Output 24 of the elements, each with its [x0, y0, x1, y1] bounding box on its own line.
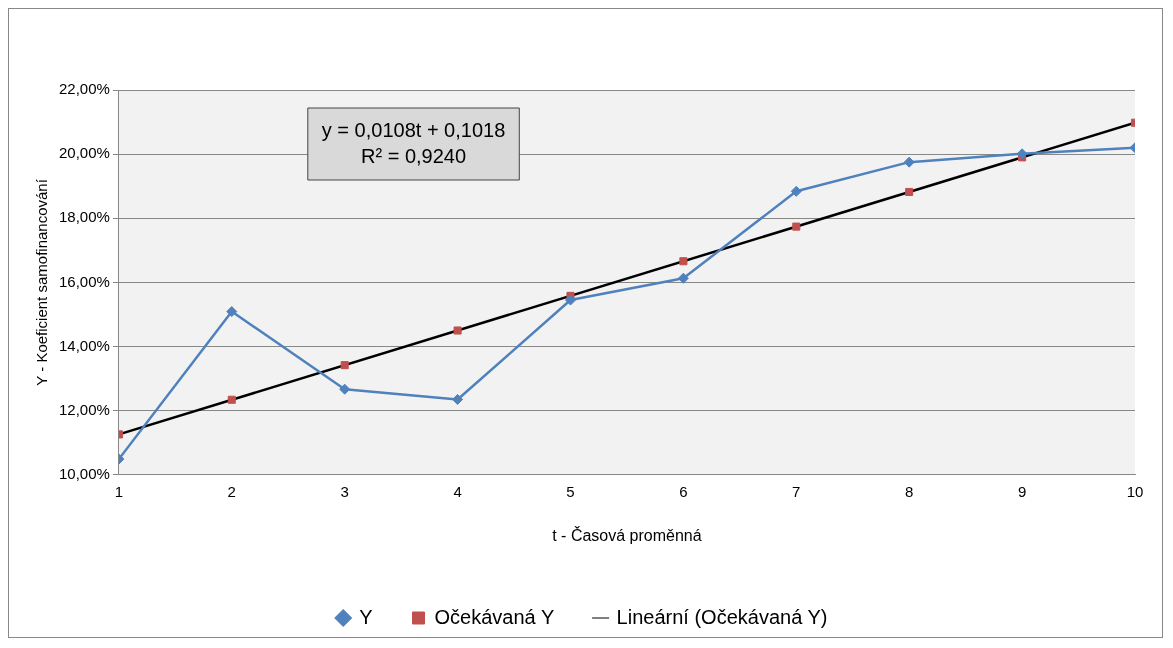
y-axis-title: Y - Koeficient samofinancování: [33, 178, 51, 386]
y-tick-label: 12,00%: [59, 400, 110, 418]
y-tick-label: 20,00%: [59, 144, 110, 162]
x-tick-label: 8: [905, 482, 914, 500]
x-tick-label: 9: [1017, 482, 1027, 500]
x-axis-title: t - Časová proměnná: [552, 525, 702, 544]
x-tick-label: 7: [792, 482, 801, 500]
y-tick-label: 18,00%: [59, 208, 110, 226]
legend-label: Očekávaná Y: [434, 605, 555, 628]
y-tick-label: 14,00%: [59, 336, 110, 354]
legend-label: Y: [359, 605, 373, 628]
x-tick-label: 10: [1126, 482, 1144, 500]
x-tick-label: 2: [227, 482, 236, 500]
y-tick-label: 16,00%: [59, 272, 110, 290]
x-tick-label: 3: [340, 482, 349, 500]
annotation: y = 0,0108t + 0,1018: [321, 118, 506, 141]
x-tick-label: 5: [566, 482, 575, 500]
x-tick-label: 6: [679, 482, 688, 500]
y-tick-label: 22,00%: [59, 80, 110, 98]
y-tick-label: 10,00%: [59, 464, 110, 482]
x-tick-label: 4: [453, 482, 462, 500]
x-tick-label: 1: [114, 482, 124, 500]
annotation: R² = 0,9240: [361, 144, 467, 167]
legend-label: Lineární (Očekávaná Y): [616, 605, 828, 628]
